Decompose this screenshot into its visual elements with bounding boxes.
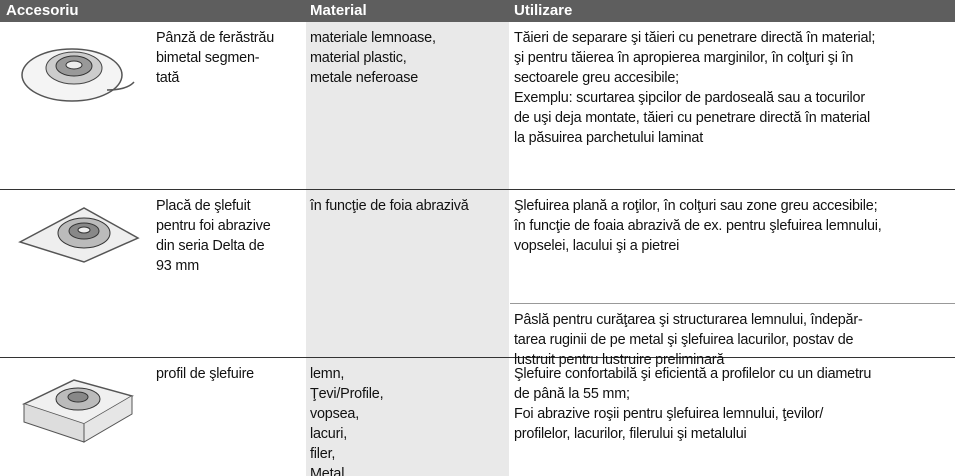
text-line: lustruit pentru lustruire preliminară [514,352,725,368]
text-line: pentru foi abrazive [156,218,271,234]
text-line: tată [156,70,180,86]
column-header: Accesoriu [6,2,79,19]
text-line: lacuri, [310,426,347,442]
column-header: Material [310,2,367,19]
text-line: profil de şlefuire [156,366,254,382]
cell-separator [510,303,955,304]
text-line: materiale lemnoase, [310,30,436,46]
text-line: de până la 55 mm; [514,386,630,402]
text-line: sectoarele greu accesibile; [514,70,679,86]
header-bar [0,0,955,22]
material-cell: materiale lemnoase, material plastic, meta… [310,28,436,88]
text-line: Tăieri de separare şi tăieri cu penetrar… [514,30,876,46]
text-line: Şlefuirea plană a roţilor, în colţuri sa… [514,198,878,214]
text-line: Placă de şlefuit [156,198,251,214]
profile-sander-icon [22,379,134,443]
column-header: Utilizare [514,2,573,19]
usage-cell: Şlefuirea plană a roţilor, în colţuri sa… [514,196,882,256]
text-line: vopselei, lacului şi a pietrei [514,238,680,254]
text-line: Pâslă pentru curăţarea şi structurarea l… [514,312,863,328]
material-cell: lemn, Ţevi/Profile, vopsea, lacuri, filer, Me… [310,364,384,476]
accessory-cell: Placă de şlefuit pentru foi abrazive din s… [156,196,271,276]
text-line: Metal [310,466,345,476]
usage-cell: Tăieri de separare şi tăieri cu penetrar… [514,28,875,148]
text-line: în funcţie de foaia abrazivă de ex. pent… [514,218,882,234]
text-line: metale neferoase [310,70,418,86]
row-separator [0,357,955,358]
text-line: Pânză de ferăstrău [156,30,274,46]
text-line: material plastic, [310,50,407,66]
usage-cell: Şlefuire confortabilă şi eficientă a pro… [514,364,871,444]
text-line: bimetal segmen- [156,50,260,66]
text-line: filer, [310,446,336,462]
text-line: Ţevi/Profile, [310,386,384,402]
material-cell: în funcţie de foia abrazivă [310,196,469,216]
text-line: Şlefuire confortabilă şi eficientă a pro… [514,366,872,382]
text-line: tarea ruginii de pe metal şi şlefuirea l… [514,332,854,348]
text-line: şi pentru tăierea în apropierea marginil… [514,50,854,66]
text-line: 93 mm [156,258,199,274]
text-line: de uşi deja montate, tăieri cu penetrare… [514,110,870,126]
text-line: în funcţie de foia abrazivă [310,198,469,214]
usage-cell: Pâslă pentru curăţarea şi structurarea l… [514,310,863,370]
text-line: profilelor, lacurilor, filerului şi meta… [514,426,747,442]
row-separator [0,189,955,190]
sanding-plate-icon [18,207,140,263]
material-column-bg [306,22,509,476]
text-line: la păsuirea parchetului laminat [514,130,703,146]
accessory-cell: profil de şlefuire [156,364,254,384]
text-line: vopsea, [310,406,360,422]
saw-blade-icon [21,48,135,102]
text-line: din seria Delta de [156,238,265,254]
text-line: Exemplu: scurtarea şipcilor de pardoseal… [514,90,865,106]
text-line: lemn, [310,366,345,382]
accessory-cell: Pânză de ferăstrău bimetal segmen-tată [156,28,274,88]
text-line: Foi abrazive roşii pentru şlefuirea lemn… [514,406,824,422]
